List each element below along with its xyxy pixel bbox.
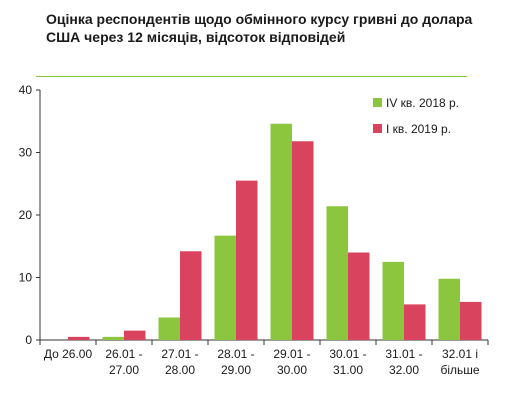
x-tick-labels: До 26.00 26.01 - 27.00 27.01 - 28.00 28.01 - 2… — [44, 347, 480, 377]
x-tick-label: 31.00 — [333, 363, 363, 377]
bar-q4-2018 — [158, 317, 180, 340]
legend-label: IV кв. 2018 р. — [386, 96, 459, 110]
y-tick-label: 0 — [25, 333, 32, 347]
bar-q4-2018 — [270, 123, 292, 340]
x-tick-label: 26.01 - — [105, 347, 142, 361]
x-tick-label: 31.01 - — [385, 347, 422, 361]
bar-q4-2018 — [382, 261, 404, 340]
x-tick-label: 32.00 — [389, 363, 419, 377]
y-tick-label: 30 — [19, 146, 33, 160]
x-tick-label: До 26.00 — [44, 347, 93, 361]
y-tick-label: 40 — [19, 83, 33, 97]
x-tick-label: 29.01 - — [273, 347, 310, 361]
x-tick-label: 30.01 - — [329, 347, 366, 361]
legend: IV кв. 2018 р. I кв. 2019 р. — [373, 96, 459, 136]
x-tick-label: 28.01 - — [217, 347, 254, 361]
bar-q1-2019 — [236, 180, 258, 340]
bar-q1-2019 — [460, 301, 482, 340]
y-tick-labels: 0 10 20 30 40 — [19, 83, 33, 347]
x-tick-label: більше — [440, 363, 479, 377]
bar-q4-2018 — [102, 336, 124, 340]
legend-swatch — [373, 124, 382, 133]
x-tick-label: 27.00 — [109, 363, 139, 377]
bar-q1-2019 — [292, 141, 314, 340]
legend-label: I кв. 2019 р. — [386, 122, 451, 136]
x-tick-label: 28.00 — [165, 363, 195, 377]
chart-title: Оцінка респондентів щодо обмінного курсу… — [46, 11, 473, 45]
bar-q1-2019 — [124, 330, 146, 340]
bar-q1-2019 — [68, 336, 90, 340]
x-tick-label: 30.00 — [277, 363, 307, 377]
bars — [68, 123, 482, 340]
title-divider — [36, 76, 467, 77]
bar-q1-2019 — [180, 251, 202, 340]
x-tick-label: 32.01 і — [442, 347, 478, 361]
y-tick-label: 10 — [19, 271, 33, 285]
bar-q4-2018 — [326, 206, 348, 340]
bar-q1-2019 — [404, 304, 426, 340]
y-tick-label: 20 — [19, 208, 33, 222]
bar-q4-2018 — [214, 235, 236, 340]
x-tick-label: 29.00 — [221, 363, 251, 377]
bar-q4-2018 — [438, 278, 460, 340]
x-tick-label: 27.01 - — [161, 347, 198, 361]
bar-q1-2019 — [348, 252, 370, 340]
legend-swatch — [373, 98, 382, 107]
